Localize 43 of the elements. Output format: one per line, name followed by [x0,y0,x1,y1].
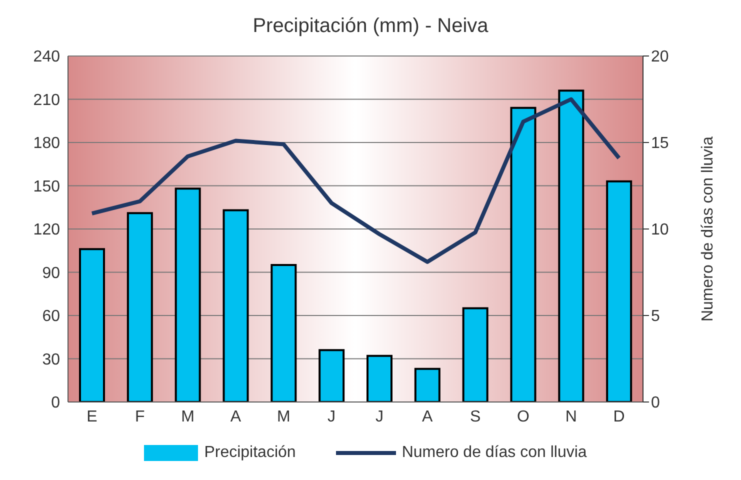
y-tick-label: 180 [33,135,60,152]
x-tick-label: N [565,408,577,426]
x-tick-label: A [230,408,242,426]
x-tick-label: A [422,408,434,426]
bar [270,264,297,402]
bar [126,212,153,402]
bar [558,90,584,402]
x-tick-label: D [613,408,625,426]
y2-tick-label: 10 [651,222,669,239]
x-tick-label: F [134,408,145,426]
bar [79,248,105,402]
y-tick-label: 240 [33,48,60,66]
chart-title: Precipitación (mm) - Neiva [252,14,490,39]
y2-tick-label: 15 [651,135,669,152]
bar [414,368,440,402]
y-tick-label: 120 [33,222,60,239]
bar [174,188,201,402]
bar [606,180,632,402]
bar [222,209,249,402]
x-tick-label: O [516,408,530,426]
x-tick-label: J [375,408,384,426]
bar [318,349,345,402]
y-tick-label: 30 [42,351,60,368]
y2-tick-label: 0 [651,394,660,412]
bar [462,307,488,402]
bar [366,354,392,402]
y-tick-label: 90 [42,264,60,282]
x-tick-label: M [181,408,194,426]
y-tick-label: 60 [42,308,60,326]
y-tick-label: 0 [51,394,60,412]
x-tick-label: M [276,408,290,426]
y-tick-label: 210 [33,92,60,109]
text: Precipitación [204,444,296,462]
line-series [90,97,622,264]
x-tick-label: E [86,408,98,426]
x-tick-label: J [328,408,336,426]
x-tick-label: S [470,408,481,426]
y-tick-label: 150 [33,178,60,196]
legend-label: Numero de días con lluvia [402,444,587,462]
y2-tick-label: 5 [651,308,660,326]
bar [510,106,536,402]
y2-axis-title: Numero de días con lluvia [700,136,717,322]
y2-tick-label: 20 [651,48,669,66]
